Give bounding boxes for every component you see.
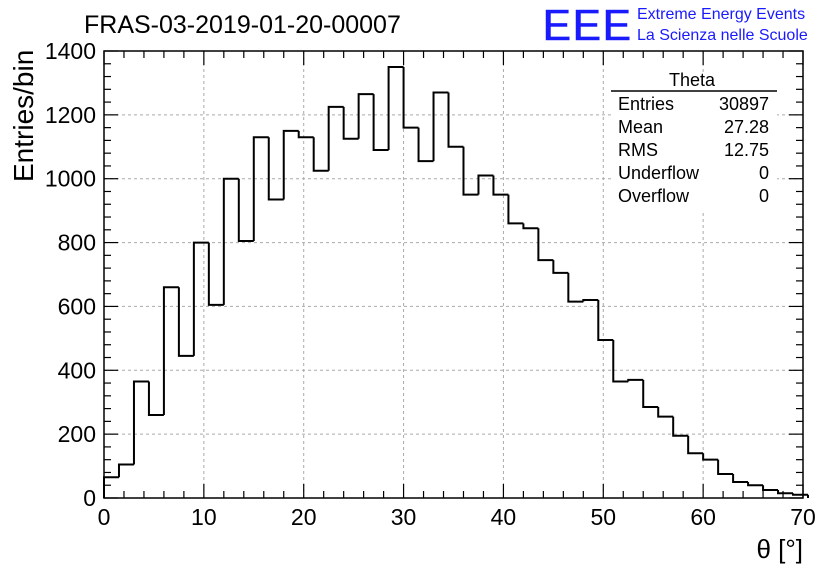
stats-box: Theta Entries 30897 Mean 27.28 RMS 12.75… xyxy=(611,70,777,210)
y-tick-label: 800 xyxy=(58,230,96,256)
histogram-bin xyxy=(567,272,584,303)
histogram-bin xyxy=(387,65,404,150)
histogram-bin xyxy=(417,127,434,163)
stats-label-underflow: Underflow xyxy=(618,163,700,183)
histogram-bin xyxy=(552,260,569,274)
logo-line-1: Extreme Energy Events xyxy=(637,6,805,23)
histogram-bin xyxy=(147,381,164,416)
histogram-bin xyxy=(597,300,614,341)
histogram-bin xyxy=(402,66,419,129)
histogram-bin xyxy=(687,435,704,455)
x-tick-label: 60 xyxy=(690,504,716,530)
x-tick-label: 70 xyxy=(790,504,816,530)
histogram-bin xyxy=(522,223,539,230)
histogram-bin xyxy=(327,105,344,171)
histogram-bin xyxy=(462,146,479,196)
histogram-bin xyxy=(702,453,719,461)
histogram-bin xyxy=(717,459,734,476)
histogram-bin xyxy=(762,485,779,492)
x-tick-label: 0 xyxy=(98,504,111,530)
x-tick-label: 40 xyxy=(491,504,517,530)
histogram-bin xyxy=(207,242,224,306)
histogram-bin xyxy=(612,339,629,383)
histogram-bin xyxy=(777,490,794,495)
histogram-bin xyxy=(477,174,494,195)
x-tick-label: 30 xyxy=(391,504,417,530)
histogram-bin xyxy=(642,379,659,409)
y-tick-label: 400 xyxy=(58,357,96,383)
histogram-bin xyxy=(177,287,194,357)
histogram-bin xyxy=(582,299,599,302)
stats-box-bg xyxy=(611,72,777,210)
stats-value-underflow: 0 xyxy=(759,163,769,183)
stats-label-mean: Mean xyxy=(618,117,663,137)
y-tick-label: 1400 xyxy=(45,38,96,64)
stats-value-mean: 27.28 xyxy=(724,117,769,137)
y-tick-label: 1000 xyxy=(45,166,96,192)
stats-label-entries: Entries xyxy=(618,94,674,114)
histogram-bin xyxy=(792,493,808,496)
histogram-bin xyxy=(492,175,509,196)
histogram-bin xyxy=(372,94,389,151)
stats-value-entries: 30897 xyxy=(719,94,769,114)
stats-value-rms: 12.75 xyxy=(724,140,769,160)
histogram-bin xyxy=(252,136,269,241)
histogram-bin xyxy=(267,137,284,201)
stats-title: Theta xyxy=(669,70,716,90)
histogram-bin xyxy=(357,93,374,139)
x-tick-label: 50 xyxy=(590,504,616,530)
x-tick-label: 10 xyxy=(191,504,217,530)
histogram-bin xyxy=(162,286,179,415)
stats-value-overflow: 0 xyxy=(759,186,769,206)
axes: 0 10 20 30 40 50 60 70 0 200 400 600 800 1000 1200 1400 xyxy=(45,38,816,530)
x-tick-label: 20 xyxy=(291,504,317,530)
logo-line-2: La Scienza nelle Scuole xyxy=(637,27,808,44)
histogram-bin xyxy=(282,129,299,200)
histogram-bin xyxy=(447,92,464,148)
x-axis-label: θ [°] xyxy=(756,534,803,564)
histogram-bin xyxy=(507,194,524,225)
histogram-bin xyxy=(342,106,359,140)
histogram-bin xyxy=(297,130,314,139)
stats-label-rms: RMS xyxy=(618,140,658,160)
histogram-bin xyxy=(192,241,209,356)
histogram-bin xyxy=(312,137,329,172)
histogram-bin xyxy=(432,91,449,162)
histogram-bin xyxy=(747,482,764,487)
eee-logo: EEE xyxy=(542,0,632,51)
y-tick-label: 1200 xyxy=(45,102,96,128)
histogram-bin xyxy=(657,407,674,418)
y-tick-label: 600 xyxy=(58,293,96,319)
histogram-bin xyxy=(672,416,689,437)
histogram-bin xyxy=(732,474,749,484)
histogram-bin xyxy=(537,228,554,262)
y-tick-label: 0 xyxy=(83,485,96,511)
plot-frame xyxy=(103,50,804,499)
chart-title: FRAS-03-2019-01-20-00007 xyxy=(84,11,401,39)
stats-label-overflow: Overflow xyxy=(618,186,690,206)
histogram-bin xyxy=(237,178,254,242)
y-axis-label: Entries/bin xyxy=(8,50,39,182)
histogram-bin xyxy=(627,378,644,382)
histogram-bin xyxy=(117,463,134,478)
histogram-bin xyxy=(222,177,239,305)
y-tick-label: 200 xyxy=(58,421,96,447)
histogram-bin xyxy=(132,380,149,465)
histogram-bin xyxy=(103,476,119,498)
